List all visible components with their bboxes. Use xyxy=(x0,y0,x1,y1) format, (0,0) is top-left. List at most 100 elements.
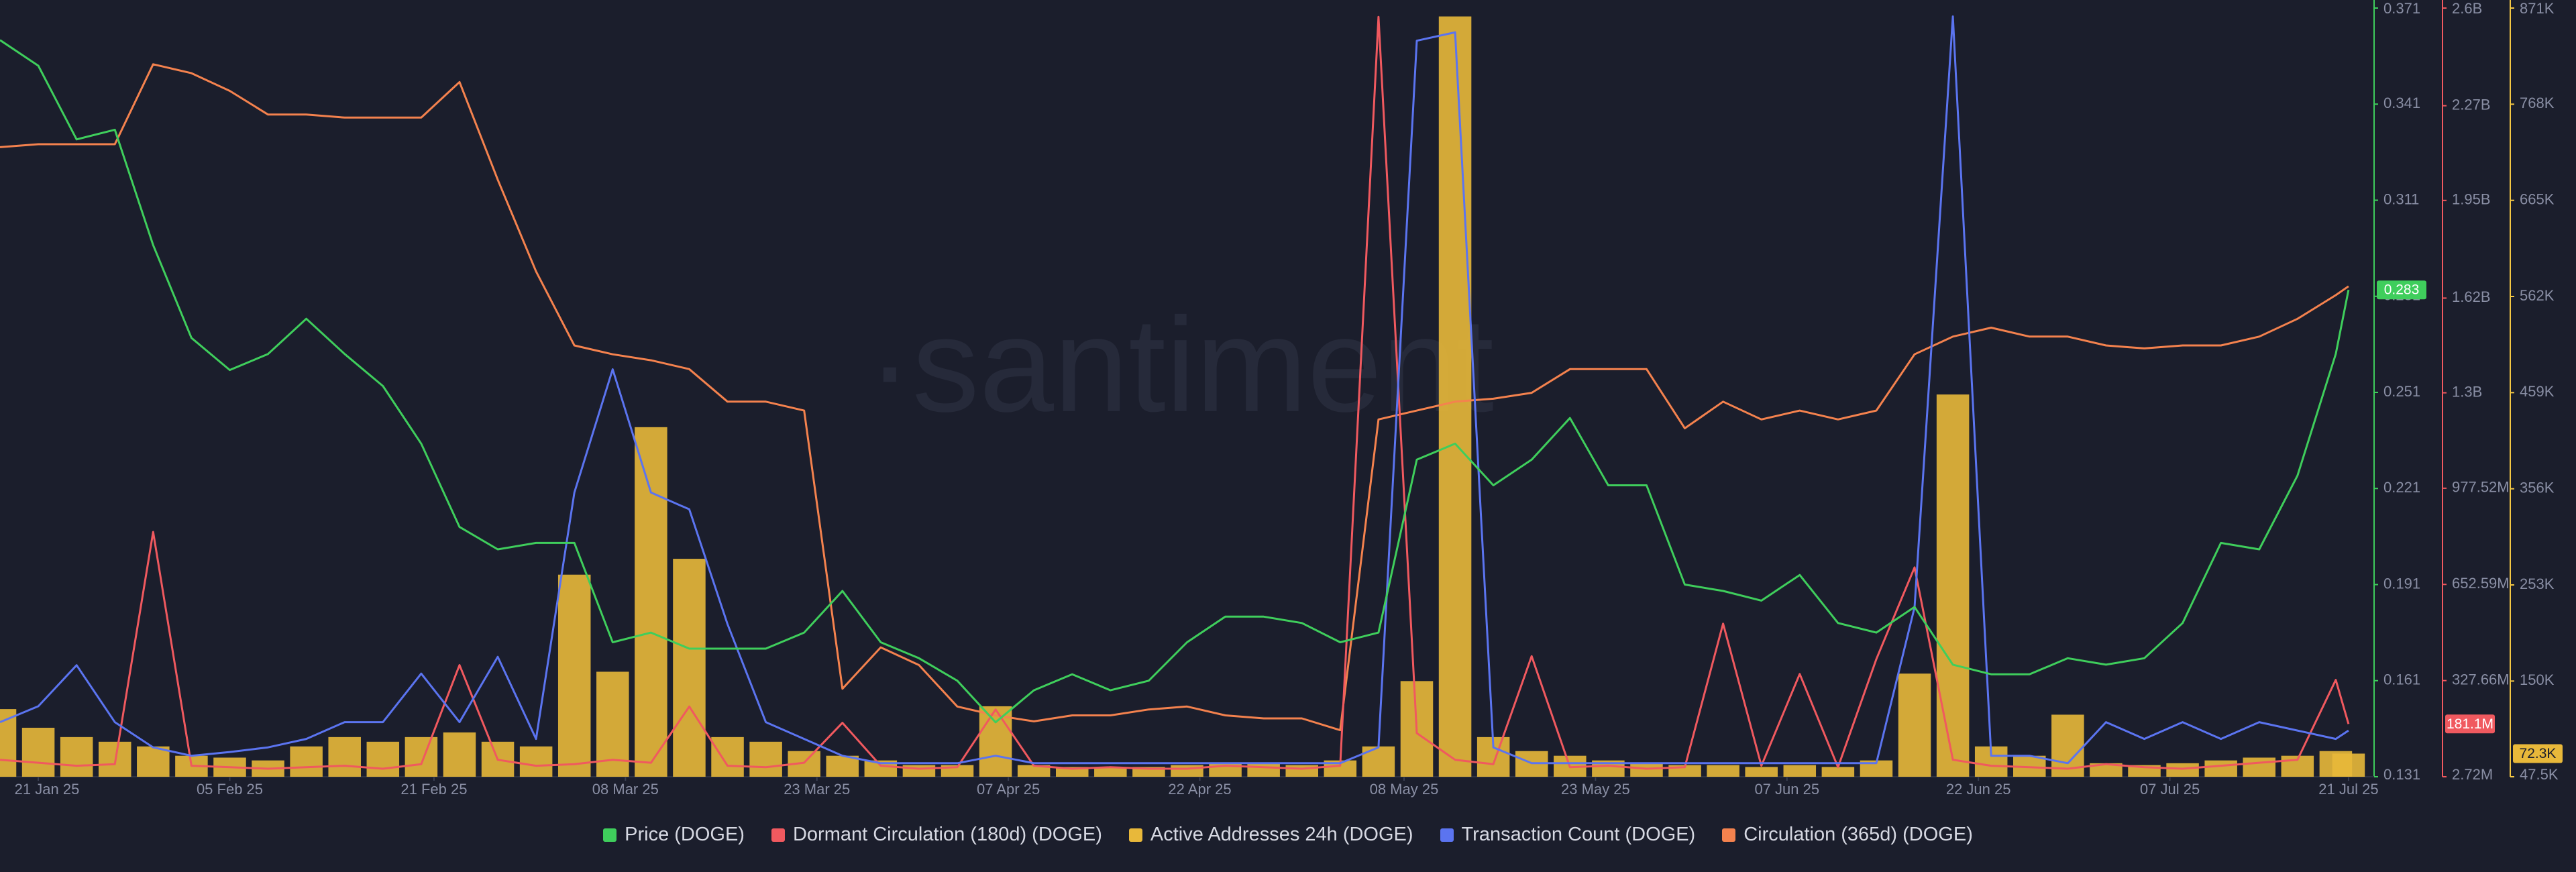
series-line xyxy=(0,39,2350,724)
bar xyxy=(749,741,782,777)
bar xyxy=(1707,765,1739,777)
legend-swatch xyxy=(771,828,785,842)
y-tick-label: 0.251 xyxy=(2383,383,2420,400)
badge-label: 0.283 xyxy=(2384,282,2420,298)
y-tick-label: 253K xyxy=(2520,576,2555,592)
x-tick-label: 23 May 25 xyxy=(1561,781,1630,798)
badge-label: 72.3K xyxy=(2520,746,2557,761)
y-tick-label: 2.27B xyxy=(2452,96,2491,113)
legend-swatch xyxy=(1128,828,1142,842)
bar xyxy=(519,746,553,777)
x-tick-label: 23 Mar 25 xyxy=(784,781,850,798)
x-tick-label: 07 Apr 25 xyxy=(977,781,1040,798)
legend-item[interactable]: Transaction Count (DOGE) xyxy=(1440,824,1696,846)
legend-swatch xyxy=(1722,828,1736,842)
bar xyxy=(60,737,93,777)
bar xyxy=(826,755,859,777)
bar xyxy=(2332,753,2365,777)
y-tick-label: 459K xyxy=(2520,383,2555,400)
bar xyxy=(1362,746,1395,777)
bar xyxy=(2051,714,2084,777)
bar xyxy=(673,559,706,777)
y-tick-label: 1.3B xyxy=(2452,383,2482,400)
legend-label: Price (DOGE) xyxy=(625,824,745,845)
legend-label: Dormant Circulation (180d) (DOGE) xyxy=(792,824,1102,845)
x-tick-label: 08 May 25 xyxy=(1370,781,1439,798)
bar xyxy=(405,737,438,777)
y-tick-label: 0.131 xyxy=(2383,766,2420,783)
bar xyxy=(557,574,591,777)
y-tick-label: 1.62B xyxy=(2452,288,2491,305)
y-tick-label: 0.221 xyxy=(2383,479,2420,496)
y-tick-label: 150K xyxy=(2520,671,2555,688)
y-tick-label: 47.5K xyxy=(2520,766,2559,783)
bar xyxy=(1821,767,1855,777)
y-tick-label: 977.52M xyxy=(2452,479,2510,496)
watermark: ·santiment xyxy=(867,290,1494,440)
legend-item[interactable]: Active Addresses 24h (DOGE) xyxy=(1128,824,1413,846)
series-line xyxy=(0,15,2349,765)
bar xyxy=(1055,767,1089,777)
legend-label: Circulation (365d) (DOGE) xyxy=(1743,824,1973,845)
y-tick-label: 0.191 xyxy=(2383,575,2420,592)
x-tick-label: 22 Jun 25 xyxy=(1946,781,2011,798)
x-tick-label: 05 Feb 25 xyxy=(197,781,263,798)
legend-swatch xyxy=(1440,828,1454,842)
bar xyxy=(2243,757,2276,777)
legend-item[interactable]: Dormant Circulation (180d) (DOGE) xyxy=(771,824,1102,846)
y-tick-label: 0.341 xyxy=(2383,95,2420,111)
y-tick-label: 327.66M xyxy=(2452,671,2510,688)
bar xyxy=(21,727,55,777)
bar xyxy=(2204,760,2237,777)
bar xyxy=(1630,763,1663,777)
y-tick-label: 0.161 xyxy=(2383,671,2420,688)
last-value-badge: 0.283 xyxy=(2377,280,2426,300)
bar xyxy=(1438,16,1472,777)
y-tick-label: 0.311 xyxy=(2383,190,2419,207)
y-tick-label: 871K xyxy=(2520,0,2555,17)
bar xyxy=(1745,767,1778,777)
legend-item[interactable]: Price (DOGE) xyxy=(603,824,745,846)
x-tick-label: 21 Jan 25 xyxy=(15,781,80,798)
legend-label: Active Addresses 24h (DOGE) xyxy=(1150,824,1413,845)
badge-box xyxy=(2445,714,2495,734)
bar xyxy=(1783,765,1817,777)
y-tick-label: 768K xyxy=(2520,95,2555,111)
legend-label: Transaction Count (DOGE) xyxy=(1461,824,1696,845)
bar xyxy=(1017,765,1051,777)
series-line xyxy=(0,15,2350,770)
bar xyxy=(137,746,170,777)
x-tick-label: 07 Jul 25 xyxy=(2140,781,2200,798)
legend-item[interactable]: Circulation (365d) (DOGE) xyxy=(1722,824,1973,846)
y-tick-label: 665K xyxy=(2520,190,2555,207)
y-tick-label: 0.371 xyxy=(2383,0,2420,17)
last-value-badge: 72.3K xyxy=(2513,744,2563,763)
y-tick-label: 2.72M xyxy=(2452,766,2493,783)
x-tick-label: 08 Mar 25 xyxy=(592,781,659,798)
y-tick-label: 562K xyxy=(2520,287,2555,304)
last-value-badge: 181.1M xyxy=(2445,714,2495,734)
bar xyxy=(443,732,476,777)
bar xyxy=(711,737,744,777)
legend-swatch xyxy=(603,828,617,842)
bar xyxy=(635,427,667,777)
bar xyxy=(1247,763,1280,777)
y-tick-label: 652.59M xyxy=(2452,575,2510,592)
x-tick-label: 07 Jun 25 xyxy=(1754,781,1819,798)
badge-box xyxy=(2513,744,2563,763)
bar xyxy=(2090,763,2123,777)
y-tick-label: 2.6B xyxy=(2452,0,2482,17)
legend: Price (DOGE) Dormant Circulation (180d) (… xyxy=(0,824,2576,846)
bar xyxy=(2166,763,2199,777)
x-tick-label: 21 Jul 25 xyxy=(2318,781,2378,798)
bar xyxy=(1936,394,1970,777)
x-tick-label: 22 Apr 25 xyxy=(1168,781,1231,798)
badge-label: 181.1M xyxy=(2447,716,2493,732)
bar xyxy=(366,741,400,777)
bar xyxy=(1094,767,1127,777)
y-tick-label: 1.95B xyxy=(2452,191,2491,208)
bar xyxy=(1898,673,1931,777)
chart: ·santiment 0.131 0.161 0.191 0.221 0.251 0.28… xyxy=(0,0,2563,798)
y-tick-label: 356K xyxy=(2520,479,2555,496)
